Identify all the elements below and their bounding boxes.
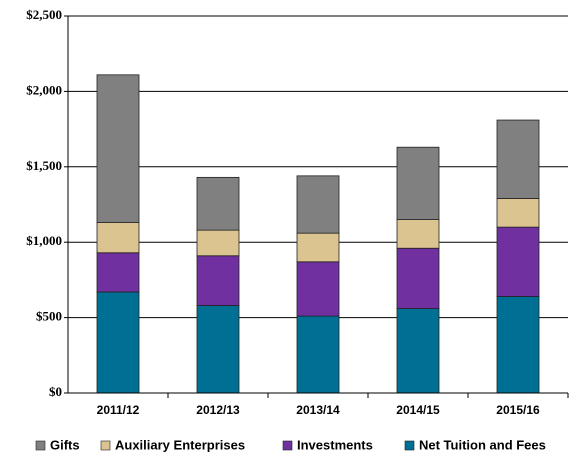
legend-swatch [282, 440, 293, 451]
y-tick-label: $1,000 [26, 233, 62, 248]
y-tick-label: $2,000 [26, 82, 62, 97]
bar-segment [196, 229, 240, 257]
legend-swatch [404, 440, 415, 451]
bar-segment [496, 296, 540, 394]
bar-segment [96, 252, 140, 293]
legend-label: Net Tuition and Fees [419, 437, 546, 452]
bar-segment [396, 308, 440, 394]
x-tick-label: 2011/12 [97, 403, 140, 417]
y-tick-label: $1,500 [26, 158, 62, 173]
bar-segment [296, 232, 340, 263]
x-tick-label: 2013/14 [296, 403, 340, 417]
bar-segment [496, 119, 540, 199]
bar-segment [496, 226, 540, 297]
legend-label: Auxiliary Enterprises [115, 437, 245, 452]
bar-segment [96, 222, 140, 254]
bar-segment [296, 315, 340, 394]
bar-segment [96, 291, 140, 394]
x-tick-label: 2012/13 [196, 403, 240, 417]
bar-segment [396, 219, 440, 249]
y-tick-label: $2,500 [26, 7, 62, 22]
legend-label: Gifts [50, 437, 80, 452]
y-tick-label: $500 [36, 309, 62, 324]
bar-segment [96, 74, 140, 223]
x-tick-label: 2015/16 [496, 403, 540, 417]
bar-segment [496, 198, 540, 228]
y-tick-label: $0 [49, 384, 62, 399]
bar-segment [196, 176, 240, 231]
x-tick-label: 2014/15 [396, 403, 440, 417]
legend-label: Investments [297, 437, 373, 452]
bar-segment [396, 247, 440, 309]
bar-segment [296, 261, 340, 317]
legend-swatch [35, 440, 46, 451]
bar-segment [396, 146, 440, 220]
bar-segment [196, 305, 240, 394]
legend-swatch [100, 440, 111, 451]
bar-segment [296, 175, 340, 234]
bar-segment [196, 255, 240, 306]
